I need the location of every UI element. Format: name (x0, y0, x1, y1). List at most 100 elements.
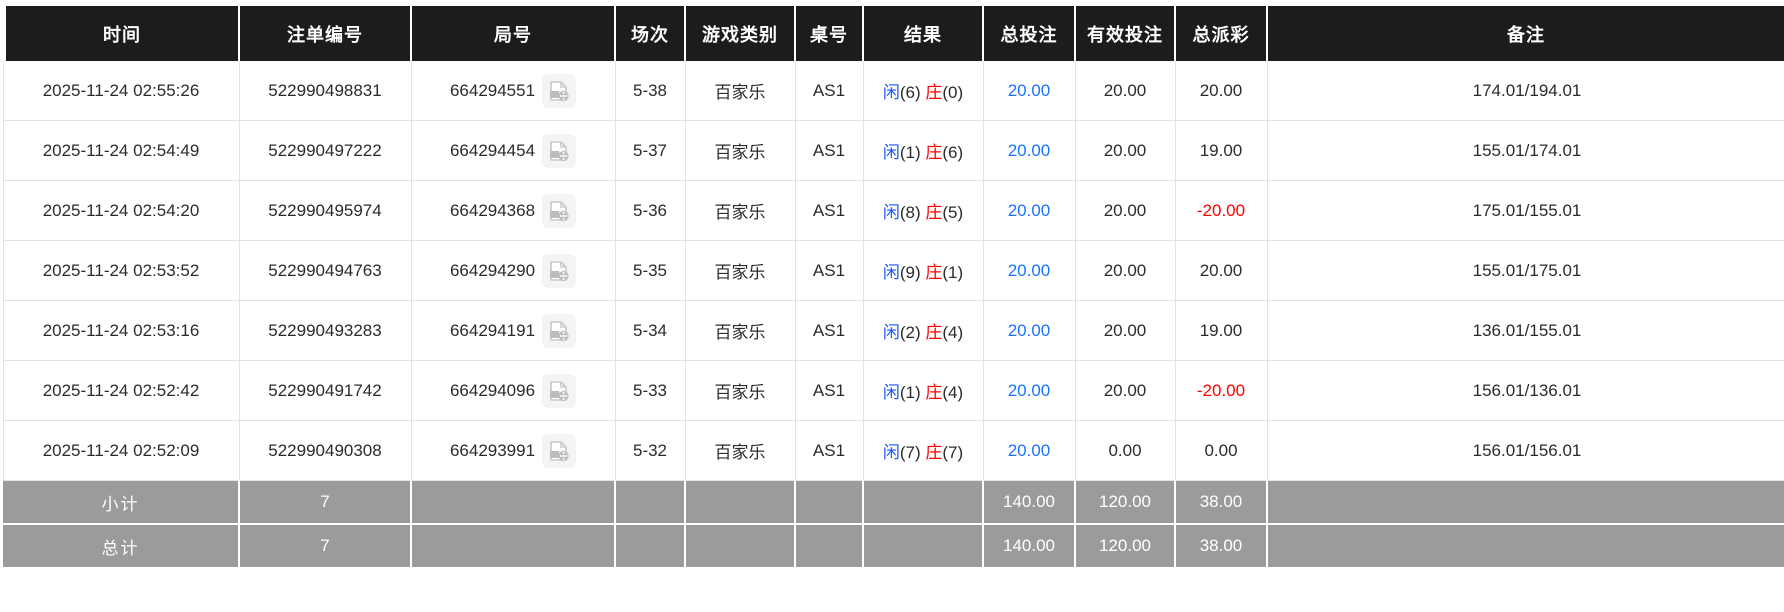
cell-round-no: 664294096 (411, 360, 616, 421)
cell-total-payout: -20.00 (1175, 360, 1268, 421)
cell-total-bet: 20.00 (983, 180, 1076, 241)
cell-session: 5-33 (615, 360, 686, 421)
cell-result: 闲(1) 庄(6) (863, 120, 984, 181)
round-no-text: 664294096 (449, 380, 536, 400)
cell-remark: 156.01/136.01 (1267, 360, 1784, 421)
video-record-icon[interactable] (542, 373, 577, 408)
round-no-text: 664294454 (449, 140, 536, 160)
cell-game-type: 百家乐 (685, 120, 796, 181)
player-label: 闲 (882, 83, 900, 102)
subtotal-row: 小计 7 140.00 120.00 38.00 (3, 480, 1784, 525)
video-record-icon[interactable] (542, 73, 577, 108)
cell-time: 2025-11-24 02:55:26 (2, 61, 240, 121)
cell-valid-bet: 20.00 (1075, 360, 1176, 421)
video-record-icon[interactable] (542, 253, 577, 288)
subtotal-table-no-blank (795, 480, 864, 525)
cell-table-no: AS1 (795, 61, 864, 121)
subtotal-total-bet: 140.00 (983, 480, 1076, 525)
column-header-round-no[interactable]: 局号 (411, 0, 616, 61)
cell-game-type: 百家乐 (685, 61, 796, 121)
video-record-icon[interactable] (542, 433, 577, 468)
column-header-remark[interactable]: 备注 (1267, 0, 1784, 61)
column-header-valid-bet[interactable]: 有效投注 (1075, 0, 1176, 61)
video-record-icon[interactable] (542, 193, 577, 228)
column-header-session[interactable]: 场次 (615, 0, 686, 61)
cell-total-payout: 19.00 (1175, 120, 1268, 181)
banker-points: (5) (942, 203, 964, 222)
banker-points: (7) (942, 443, 964, 462)
cell-table-no: AS1 (795, 300, 864, 361)
cell-total-bet: 20.00 (983, 240, 1076, 301)
table-row: 2025-11-24 02:53:16 522990493283 664294191… (2, 300, 1784, 361)
banker-label: 庄 (925, 443, 943, 462)
cell-session: 5-38 (615, 61, 686, 121)
cell-remark: 155.01/174.01 (1267, 120, 1784, 181)
player-points: (1) (899, 383, 921, 402)
column-header-total-payout[interactable]: 总派彩 (1175, 0, 1268, 61)
subtotal-remark-blank (1267, 480, 1784, 525)
table-header: 时间 注单编号 局号 场次 游戏类别 桌号 结果 总投注 有效投注 总派彩 备注 (0, 0, 1784, 61)
cell-bet-id: 522990494763 (239, 240, 412, 301)
column-header-table-no[interactable]: 桌号 (795, 0, 864, 61)
grand-total-row: 总计 7 140.00 120.00 38.00 (3, 524, 1784, 569)
banker-label: 庄 (925, 203, 943, 222)
cell-time: 2025-11-24 02:54:20 (2, 180, 240, 241)
player-points: (2) (899, 323, 921, 342)
cell-valid-bet: 20.00 (1075, 240, 1176, 301)
cell-total-bet: 20.00 (983, 120, 1076, 181)
column-header-game-type[interactable]: 游戏类别 (685, 0, 796, 61)
grand-total-valid-bet: 120.00 (1075, 524, 1176, 569)
banker-points: (0) (942, 83, 964, 102)
cell-result: 闲(1) 庄(4) (863, 360, 984, 421)
player-points: (1) (899, 143, 921, 162)
player-label: 闲 (882, 443, 900, 462)
header-row: 时间 注单编号 局号 场次 游戏类别 桌号 结果 总投注 有效投注 总派彩 备注 (0, 0, 1784, 61)
column-header-bet-id[interactable]: 注单编号 (239, 0, 412, 61)
cell-remark: 175.01/155.01 (1267, 180, 1784, 241)
round-no-text: 664294368 (449, 200, 536, 220)
banker-points: (4) (942, 383, 964, 402)
cell-remark: 174.01/194.01 (1267, 61, 1784, 121)
cell-total-payout: 19.00 (1175, 300, 1268, 361)
cell-table-no: AS1 (795, 360, 864, 421)
column-header-total-bet[interactable]: 总投注 (983, 0, 1076, 61)
cell-result: 闲(6) 庄(0) (863, 61, 984, 121)
subtotal-label: 小计 (3, 480, 240, 525)
cell-round-no: 664294290 (411, 240, 616, 301)
subtotal-total-payout: 38.00 (1175, 480, 1268, 525)
cell-total-payout: 20.00 (1175, 61, 1268, 121)
grand-total-count: 7 (239, 524, 412, 569)
table-row: 2025-11-24 02:54:20 522990495974 664294368… (2, 180, 1784, 241)
cell-total-payout: -20.00 (1175, 180, 1268, 241)
player-label: 闲 (882, 383, 900, 402)
grand-total-game-type-blank (685, 524, 796, 569)
table-row: 2025-11-24 02:53:52 522990494763 664294290… (2, 240, 1784, 301)
cell-time: 2025-11-24 02:52:09 (2, 420, 240, 481)
bet-record-table: 时间 注单编号 局号 场次 游戏类别 桌号 结果 总投注 有效投注 总派彩 备注… (0, 0, 1784, 569)
grand-total-remark-blank (1267, 524, 1784, 569)
cell-session: 5-34 (615, 300, 686, 361)
player-points: (8) (899, 203, 921, 222)
round-no-text: 664294290 (449, 260, 536, 280)
cell-bet-id: 522990495974 (239, 180, 412, 241)
cell-time: 2025-11-24 02:53:52 (2, 240, 240, 301)
subtotal-session-blank (615, 480, 686, 525)
cell-valid-bet: 0.00 (1075, 420, 1176, 481)
table-body: 2025-11-24 02:55:26 522990498831 664294551… (2, 61, 1784, 481)
grand-total-total-bet: 140.00 (983, 524, 1076, 569)
cell-result: 闲(2) 庄(4) (863, 300, 984, 361)
subtotal-round-no-blank (411, 480, 616, 525)
video-record-icon[interactable] (542, 133, 577, 168)
column-header-result[interactable]: 结果 (863, 0, 984, 61)
cell-table-no: AS1 (795, 120, 864, 181)
banker-label: 庄 (925, 143, 943, 162)
table-row: 2025-11-24 02:52:09 522990490308 664293991… (2, 420, 1784, 481)
round-no-text: 664294551 (449, 80, 536, 100)
cell-bet-id: 522990490308 (239, 420, 412, 481)
cell-round-no: 664294368 (411, 180, 616, 241)
cell-round-no: 664294454 (411, 120, 616, 181)
cell-remark: 155.01/175.01 (1267, 240, 1784, 301)
grand-total-label: 总计 (3, 524, 240, 569)
column-header-time[interactable]: 时间 (0, 0, 240, 61)
video-record-icon[interactable] (542, 313, 577, 348)
